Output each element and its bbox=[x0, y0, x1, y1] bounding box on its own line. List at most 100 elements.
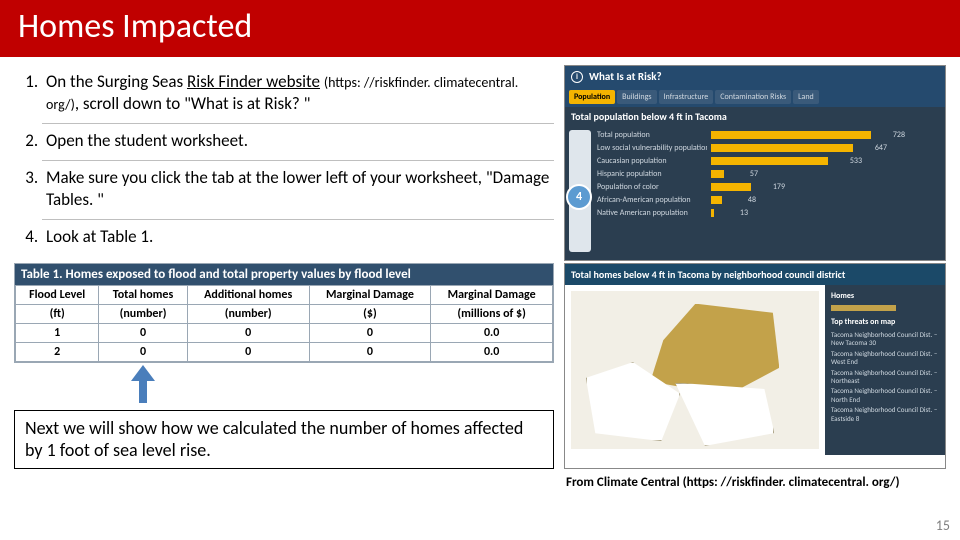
risk-header: i What Is at Risk? bbox=[565, 66, 945, 87]
unit-1: (number) bbox=[99, 304, 188, 323]
cell: 0.0 bbox=[431, 323, 553, 342]
risk-row: Hispanic population 57 bbox=[597, 169, 939, 179]
screenshot-risk-panel: i What Is at Risk? Population Buildings … bbox=[564, 65, 946, 261]
risk-row: Population of color 179 bbox=[597, 182, 939, 192]
table-row: 1 0 0 0 0.0 bbox=[16, 323, 553, 342]
risk-bar bbox=[711, 183, 751, 191]
unit-3: ($) bbox=[309, 304, 431, 323]
risk-bar bbox=[711, 144, 853, 152]
arrow-callout bbox=[14, 365, 554, 408]
page-number: 15 bbox=[936, 517, 950, 534]
cell: 1 bbox=[16, 323, 99, 342]
col-total-homes: Total homes bbox=[99, 285, 188, 304]
col-marginal-damage-dollars: Marginal Damage bbox=[309, 285, 431, 304]
step-1-prefix: On the Surging Seas bbox=[46, 71, 187, 92]
risk-bar bbox=[711, 131, 871, 139]
risk-rows: Total population 728 Low social vulnerab… bbox=[595, 126, 945, 256]
col-marginal-damage-millions: Marginal Damage bbox=[431, 285, 553, 304]
legend-item: Tacoma Neighborhood Council Dist. – Nort… bbox=[831, 369, 939, 386]
left-column: On the Surging Seas Risk Finder website … bbox=[14, 65, 554, 491]
cell: 0 bbox=[187, 342, 309, 361]
risk-label: Total population bbox=[597, 130, 707, 140]
legend-item: Tacoma Neighborhood Council Dist. – West… bbox=[831, 350, 939, 367]
instruction-list: On the Surging Seas Risk Finder website … bbox=[14, 65, 554, 257]
cell: 0.0 bbox=[431, 342, 553, 361]
cell: 0 bbox=[99, 323, 188, 342]
content-area: On the Surging Seas Risk Finder website … bbox=[0, 57, 960, 491]
risk-value: 13 bbox=[718, 208, 748, 218]
risk-row: Caucasian population 533 bbox=[597, 156, 939, 166]
risk-subtitle: Total population below 4 ft in Tacoma bbox=[565, 107, 945, 126]
map-area[interactable] bbox=[571, 291, 819, 449]
map-region bbox=[675, 383, 774, 446]
up-arrow-icon bbox=[134, 365, 152, 403]
screenshot-caption: From Climate Central (https: //riskfinde… bbox=[564, 471, 946, 491]
risk-label: Population of color bbox=[597, 182, 707, 192]
water-level-slider[interactable]: 4 bbox=[569, 130, 591, 252]
risk-bar bbox=[711, 196, 722, 204]
step-4: Look at Table 1. bbox=[42, 220, 554, 256]
risk-value: 48 bbox=[726, 195, 756, 205]
risk-label: Native American population bbox=[597, 208, 707, 218]
legend-item: Tacoma Neighborhood Council Dist. – New … bbox=[831, 331, 939, 348]
table-header-row: Flood Level Total homes Additional homes… bbox=[16, 285, 553, 304]
risk-label: Low social vulnerability population bbox=[597, 143, 707, 153]
step-1-suffix: , scroll down to "What is at Risk? " bbox=[75, 93, 311, 114]
col-additional-homes: Additional homes bbox=[187, 285, 309, 304]
screenshot-map-panel: Total homes below 4 ft in Tacoma by neig… bbox=[564, 263, 946, 469]
risk-row: Native American population 13 bbox=[597, 208, 939, 218]
risk-bar bbox=[711, 209, 714, 217]
risk-value: 647 bbox=[857, 143, 887, 153]
risk-row: Total population 728 bbox=[597, 130, 939, 140]
map-legend: Homes Top threats on map Tacoma Neighbor… bbox=[825, 285, 945, 455]
risk-label: African-American population bbox=[597, 195, 707, 205]
risk-tabs: Population Buildings Infrastructure Cont… bbox=[565, 87, 945, 107]
legend-swatch bbox=[831, 305, 896, 311]
table-row: 2 0 0 0 0.0 bbox=[16, 342, 553, 361]
step-1: On the Surging Seas Risk Finder website … bbox=[42, 65, 554, 124]
cell: 0 bbox=[309, 342, 431, 361]
table-1: Table 1. Homes exposed to flood and tota… bbox=[14, 263, 554, 363]
info-icon: i bbox=[571, 71, 583, 83]
legend-sub: Top threats on map bbox=[831, 317, 939, 327]
risk-value: 728 bbox=[875, 130, 905, 140]
legend-item: Tacoma Neighborhood Council Dist. – Nort… bbox=[831, 387, 939, 404]
slider-knob[interactable]: 4 bbox=[566, 184, 592, 210]
risk-header-title: What Is at Risk? bbox=[589, 70, 662, 83]
risk-value: 57 bbox=[728, 169, 758, 179]
tab-land[interactable]: Land bbox=[793, 90, 819, 104]
cell: 2 bbox=[16, 342, 99, 361]
legend-item: Tacoma Neighborhood Council Dist. – East… bbox=[831, 406, 939, 423]
risk-label: Caucasian population bbox=[597, 156, 707, 166]
step-3: Make sure you click the tab at the lower… bbox=[42, 161, 554, 220]
risk-value: 533 bbox=[832, 156, 862, 166]
cell: 0 bbox=[309, 323, 431, 342]
unit-2: (number) bbox=[187, 304, 309, 323]
legend-title: Homes bbox=[831, 291, 939, 301]
tab-buildings[interactable]: Buildings bbox=[617, 90, 656, 104]
risk-bar bbox=[711, 170, 724, 178]
cell: 0 bbox=[187, 323, 309, 342]
tab-population[interactable]: Population bbox=[569, 90, 615, 104]
col-flood-level: Flood Level bbox=[16, 285, 99, 304]
slide-title: Homes Impacted bbox=[0, 0, 960, 57]
unit-0: (ft) bbox=[16, 304, 99, 323]
risk-bar bbox=[711, 157, 828, 165]
map-region bbox=[650, 304, 779, 396]
risk-label: Hispanic population bbox=[597, 169, 707, 179]
risk-finder-link[interactable]: Risk Finder website bbox=[187, 71, 320, 92]
map-header: Total homes below 4 ft in Tacoma by neig… bbox=[565, 264, 945, 285]
table-1-grid: Flood Level Total homes Additional homes… bbox=[15, 285, 553, 362]
tab-contamination[interactable]: Contamination Risks bbox=[715, 90, 791, 104]
note-box: Next we will show how we calculated the … bbox=[14, 410, 554, 469]
table-units-row: (ft) (number) (number) ($) (millions of … bbox=[16, 304, 553, 323]
cell: 0 bbox=[99, 342, 188, 361]
table-1-title: Table 1. Homes exposed to flood and tota… bbox=[15, 264, 553, 285]
right-column: i What Is at Risk? Population Buildings … bbox=[564, 65, 946, 491]
tab-infrastructure[interactable]: Infrastructure bbox=[659, 90, 714, 104]
step-2: Open the student worksheet. bbox=[42, 124, 554, 161]
risk-row: Low social vulnerability population 647 bbox=[597, 143, 939, 153]
risk-value: 179 bbox=[755, 182, 785, 192]
unit-4: (millions of $) bbox=[431, 304, 553, 323]
risk-row: African-American population 48 bbox=[597, 195, 939, 205]
